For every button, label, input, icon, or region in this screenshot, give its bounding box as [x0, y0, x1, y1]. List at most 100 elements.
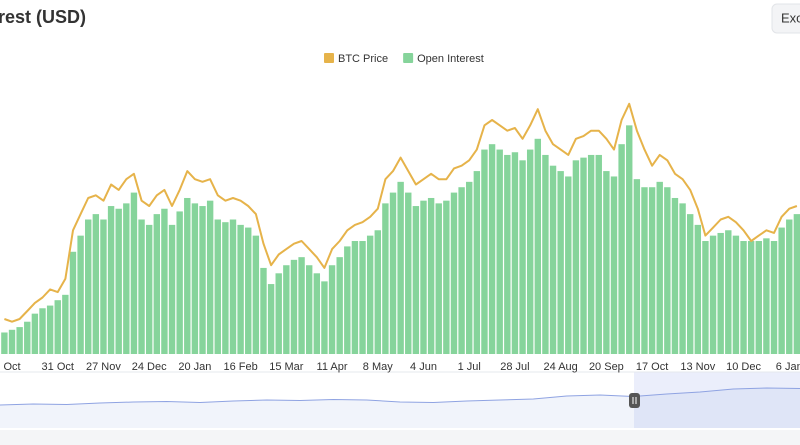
x-tick-label: 6 Jan: [776, 361, 800, 373]
bar: [69, 251, 77, 354]
bar: [580, 157, 587, 354]
bar: [321, 281, 328, 354]
bar: [473, 171, 481, 354]
navigator-line: [0, 387, 800, 406]
bar: [184, 197, 191, 354]
bar: [466, 181, 473, 354]
bar: [46, 305, 54, 354]
bar: [511, 152, 519, 354]
bar: [382, 203, 389, 354]
bar: [572, 160, 580, 354]
x-tick-label: 20 Jan: [178, 361, 211, 373]
bar: [595, 154, 602, 354]
bar: [633, 179, 641, 354]
bar: [717, 232, 724, 354]
bar: [1, 332, 8, 354]
bar: [298, 257, 305, 354]
export-button-label[interactable]: Exc: [781, 10, 800, 25]
bar: [770, 241, 778, 354]
bar: [405, 192, 412, 354]
bar: [16, 327, 23, 354]
bar: [214, 219, 221, 354]
bar: [626, 125, 633, 354]
bar: [694, 224, 702, 354]
bar: [92, 214, 100, 354]
bar: [145, 224, 153, 354]
navigator-selection[interactable]: [634, 372, 800, 428]
x-tick-label: 11 Apr: [317, 361, 348, 373]
navigator-area: [0, 388, 800, 428]
bar: [206, 200, 214, 354]
bar: [427, 197, 435, 354]
bar: [755, 241, 762, 354]
bar: [664, 187, 671, 354]
x-tick-label: 24 Dec: [132, 361, 167, 373]
bar: [526, 149, 534, 354]
bar: [229, 219, 237, 354]
bar: [740, 241, 747, 354]
x-tick-label: 20 Sep: [589, 361, 624, 373]
bar: [237, 224, 244, 354]
bar: [587, 154, 595, 354]
bar: [290, 259, 298, 354]
bar: [732, 235, 740, 354]
x-tick-label: 17 Oct: [636, 361, 668, 373]
bar: [397, 181, 404, 354]
bar: [641, 187, 648, 354]
legend-swatch: [403, 53, 414, 63]
bar: [747, 241, 755, 354]
navigator-handle[interactable]: [629, 393, 640, 408]
x-tick-label: 15 Mar: [269, 361, 304, 373]
bar: [786, 219, 793, 354]
bar: [565, 176, 572, 354]
bar: [435, 203, 442, 354]
bar: [199, 206, 206, 354]
bar: [374, 230, 381, 354]
footer-strip: [0, 430, 800, 445]
bar: [793, 214, 800, 354]
bar: [656, 181, 663, 354]
bar: [542, 154, 549, 354]
bar: [8, 329, 16, 354]
x-tick-label: 24 Aug: [544, 361, 578, 373]
bar: [267, 284, 275, 354]
bar: [450, 192, 458, 354]
bar: [344, 246, 351, 354]
bar: [222, 222, 229, 354]
x-tick-label: 31 Oct: [42, 361, 74, 373]
bar: [420, 200, 427, 354]
bar: [39, 308, 46, 354]
price-line: [4, 102, 798, 323]
bar: [412, 206, 420, 354]
bar: [557, 171, 564, 354]
x-tick-label: 4 Jun: [410, 361, 437, 373]
x-tick-label: 28 Jul: [500, 361, 529, 373]
legend-label: Open Interest: [417, 53, 484, 65]
export-button[interactable]: [771, 3, 800, 34]
bar: [275, 273, 282, 354]
bar: [725, 230, 732, 354]
bar: [283, 265, 290, 354]
x-tick-label: 13 Nov: [680, 361, 715, 373]
bar: [687, 214, 694, 354]
bar: [648, 187, 656, 354]
x-tick-label: 8 May: [363, 361, 393, 373]
bar: [618, 144, 625, 354]
legend-label: BTC Price: [338, 53, 388, 65]
bar: [130, 192, 138, 354]
x-tick-label: Oct: [3, 361, 20, 373]
x-tick-label: 1 Jul: [458, 361, 481, 373]
bar: [245, 227, 252, 354]
x-tick-label: 10 Dec: [726, 361, 761, 373]
bar: [31, 313, 39, 354]
bar: [519, 160, 526, 354]
bar: [763, 238, 770, 354]
x-tick-label: 27 Nov: [86, 361, 121, 373]
bar: [313, 273, 321, 354]
bar: [328, 265, 336, 354]
bar: [85, 219, 92, 354]
bar: [603, 171, 610, 354]
bar: [389, 192, 397, 354]
bar: [534, 138, 541, 354]
